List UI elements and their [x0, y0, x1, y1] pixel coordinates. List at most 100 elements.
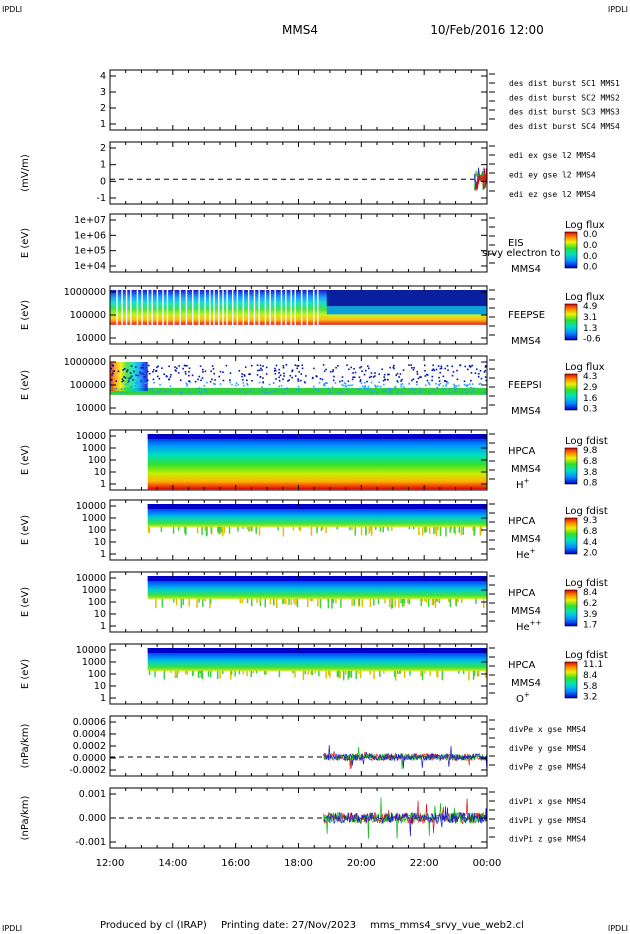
spectrogram-speck	[198, 598, 200, 603]
spectrogram-speck	[264, 598, 267, 608]
particle-pixel	[412, 378, 415, 381]
spectrogram-speck	[310, 598, 312, 602]
particle-pixel	[346, 388, 349, 391]
particle-pixel	[353, 367, 355, 370]
spectrogram-speck	[398, 598, 400, 608]
particle-pixel	[448, 387, 451, 390]
particle-pixel	[259, 364, 262, 367]
particle-pixel	[478, 372, 480, 375]
particle-pixel	[137, 374, 140, 377]
particle-pixel	[435, 368, 438, 371]
particle-pixel	[350, 366, 353, 369]
y-tick-label: 0.001	[79, 789, 106, 800]
spectrogram-speck	[310, 526, 313, 536]
particle-pixel	[156, 375, 159, 378]
particle-pixel	[364, 384, 367, 387]
corner-label-top-left: IPDLI	[2, 5, 22, 14]
spectrogram-speck	[241, 598, 244, 604]
spectrogram-speck	[353, 598, 355, 606]
spectrogram-speck	[259, 598, 261, 603]
particle-pixel	[445, 385, 447, 387]
spectrogram-speck	[185, 526, 187, 536]
colorbar-tick-label: 3.1	[583, 313, 597, 323]
spectrogram-speck	[204, 598, 206, 602]
particle-pixel	[115, 380, 118, 382]
particle-pixel	[139, 372, 142, 375]
spectrogram-speck	[472, 670, 475, 680]
particle-pixel	[159, 383, 161, 386]
spectrogram-speck	[435, 598, 438, 602]
y-tick-label: 0.0002	[73, 741, 106, 752]
panel-feepsi-data	[110, 362, 487, 395]
spectrogram-speck	[258, 526, 261, 536]
particle-pixel	[409, 388, 412, 390]
spectrogram-speck	[207, 670, 210, 677]
spectrogram-speck	[424, 670, 426, 674]
data-gap	[185, 286, 188, 330]
particle-pixel	[121, 391, 124, 393]
particle-pixel	[424, 369, 426, 372]
data-gap	[290, 286, 292, 330]
particle-pixel	[167, 390, 170, 393]
panel-divpi: 0.001 0.000 -0.001 (nPa/km) divPi x gse MMS4…	[20, 787, 586, 849]
y-tick-label: 100000	[70, 380, 106, 391]
spectrogram-speck	[380, 489, 383, 490]
spectrogram-speck	[454, 598, 457, 605]
data-gap	[121, 286, 123, 330]
spectrogram-block	[326, 290, 487, 307]
particle-pixel	[439, 382, 442, 385]
colorbar	[564, 373, 578, 411]
spectrogram-speck	[221, 526, 224, 537]
spectrogram-speck	[246, 670, 248, 677]
particle-pixel	[465, 392, 468, 394]
particle-pixel	[234, 384, 237, 387]
spectrogram-speck	[429, 670, 431, 676]
particle-pixel	[256, 364, 259, 366]
particle-pixel	[198, 390, 200, 393]
particle-pixel	[135, 382, 137, 385]
particle-pixel	[428, 383, 431, 386]
spectrogram-speck	[150, 489, 153, 490]
particle-pixel	[322, 364, 325, 366]
particle-pixel	[370, 375, 372, 378]
y-tick-label: 2	[100, 103, 106, 114]
colorbar-tick-label: 4.4	[583, 538, 598, 548]
particle-pixel	[282, 366, 285, 369]
spectrogram-speck	[180, 598, 183, 609]
particle-pixel	[366, 380, 368, 383]
particle-pixel	[273, 370, 276, 372]
species-label: H+	[516, 477, 530, 491]
particle-pixel	[477, 375, 480, 378]
spectrogram-speck	[374, 526, 377, 531]
spectrogram-speck	[350, 670, 353, 678]
particle-pixel	[138, 386, 140, 389]
particle-pixel	[184, 373, 187, 375]
particle-pixel	[413, 367, 415, 369]
spectrogram-speck	[163, 670, 166, 680]
particle-pixel	[152, 378, 155, 381]
time-tick-label: 20:00	[347, 858, 376, 869]
particle-pixel	[285, 364, 288, 366]
particle-pixel	[132, 390, 135, 392]
particle-pixel	[184, 371, 187, 373]
particle-pixel	[416, 370, 419, 373]
particle-pixel	[243, 373, 246, 376]
colorbar-tick-label: 4.3	[583, 372, 597, 382]
instrument-label: HPCA	[508, 588, 536, 599]
particle-pixel	[351, 384, 353, 386]
y-tick-label: 10000	[76, 431, 106, 442]
spectrogram-speck	[292, 526, 295, 531]
spectrogram-speck	[197, 670, 200, 678]
particle-pixel	[188, 367, 191, 370]
particle-pixel	[204, 370, 207, 373]
colorbar-tick-label: 2.0	[583, 549, 598, 559]
spectrogram-speck	[318, 670, 320, 677]
spectrogram-speck	[460, 598, 463, 604]
particle-pixel	[452, 371, 455, 373]
spectrogram-speck	[345, 670, 347, 675]
colorbar-tick-label: 3.9	[583, 610, 598, 620]
colorbar	[564, 231, 578, 269]
colorbar-tick-label: -0.6	[583, 335, 601, 345]
spectrogram-speck	[290, 598, 292, 605]
spectrogram-speck	[174, 670, 177, 679]
